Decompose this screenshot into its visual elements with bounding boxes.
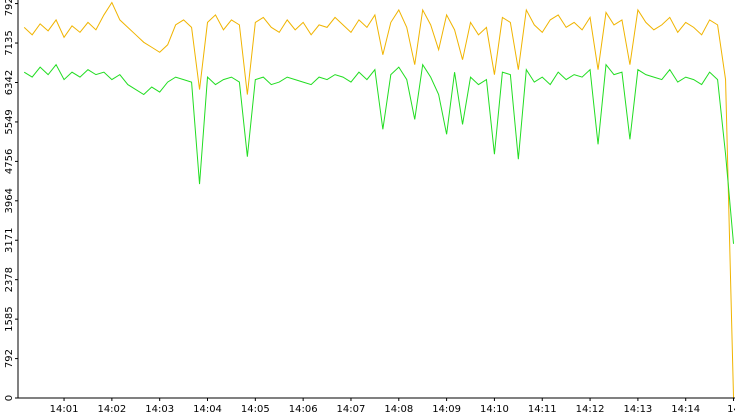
x-tick-label: 14:11 — [528, 404, 557, 415]
series-line — [23, 63, 735, 244]
y-tick-label: 4756 — [4, 149, 15, 174]
y-tick-label: 5549 — [4, 109, 15, 134]
x-tick-label: 14:08 — [384, 404, 413, 415]
y-tick-label: 7135 — [4, 30, 15, 55]
x-tick-label: 14:03 — [145, 404, 174, 415]
y-tick-label: 0 — [4, 395, 15, 401]
y-tick-label: 1585 — [4, 306, 15, 331]
x-tick-label: 14:10 — [480, 404, 509, 415]
y-tick-label: 2378 — [4, 267, 15, 292]
x-tick-label: 14:07 — [337, 404, 366, 415]
x-tick-label: 14:04 — [193, 404, 222, 415]
y-tick-label: 7928 — [4, 0, 15, 16]
x-tick-label: 14:13 — [623, 404, 652, 415]
x-tick-label: 14:05 — [241, 404, 270, 415]
y-tick-label: 6342 — [4, 70, 15, 95]
y-tick-label: 3171 — [4, 228, 15, 253]
x-tick-label: 14:14 — [671, 404, 700, 415]
x-tick-label: 14:09 — [432, 404, 461, 415]
y-tick-label: 3964 — [4, 188, 15, 213]
x-tick-label: 14:06 — [289, 404, 318, 415]
x-tick-label: 14 — [727, 404, 735, 415]
x-tick-label: 14:02 — [97, 404, 126, 415]
x-tick-label: 14:01 — [50, 404, 79, 415]
x-tick-label: 14:12 — [576, 404, 605, 415]
series-line — [23, 1, 735, 399]
y-tick-label: 792 — [4, 349, 15, 368]
